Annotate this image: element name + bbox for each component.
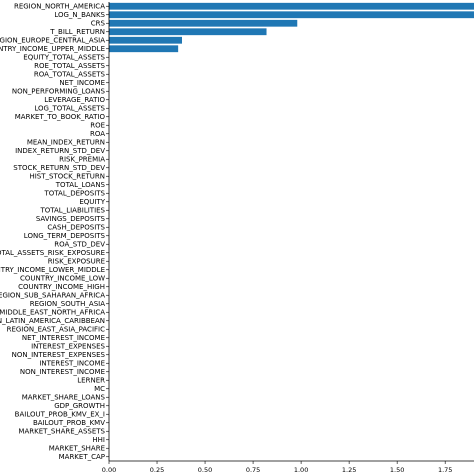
y-tick-label: REGION_NORTH_AMERICA (14, 2, 105, 10)
y-tick-label: HIST_STOCK_RETURN (29, 172, 105, 180)
x-tick-label: 1.00 (294, 466, 308, 474)
y-tick-label: LEVERAGE_RATIO (44, 96, 105, 104)
bars-group (109, 2, 474, 53)
bar (109, 2, 474, 10)
y-tick-label: NET_INTEREST_INCOME (22, 334, 105, 342)
y-tick-label: SAVINGS_DEPOSITS (36, 215, 106, 223)
y-tick-label: COUNTRY_INCOME_LOW (20, 274, 105, 282)
y-tick-label: ROA_TOTAL_ASSETS (34, 70, 106, 78)
y-tick-label: MARKET_TO_BOOK_RATIO (15, 113, 106, 121)
y-tick-label: BAILOUT_PROB_KMV_EX_I (15, 410, 105, 418)
y-tick-label: LONG_TERM_DEPOSITS (24, 232, 106, 240)
y-tick-label: BAILOUT_PROB_KMV (33, 419, 105, 427)
y-tick-label: NON_INTEREST_INCOME (20, 368, 105, 376)
y-tick-label: NON_PERFORMING_LOANS (12, 87, 106, 95)
y-tick-label: ROA (90, 130, 105, 138)
y-tick-label: CRS (91, 19, 106, 27)
y-tick-label: REGION_LATIN_AMERICA_CARIBBEAN (0, 317, 105, 325)
x-tick-label: 0.25 (150, 466, 164, 474)
y-tick-label: ROE (90, 121, 105, 129)
y-axis-ticks: REGION_NORTH_AMERICALOG_N_BANKSCRST_BILL… (0, 2, 109, 461)
y-tick-label: HHI (92, 436, 105, 444)
y-tick-label: REGION_SOUTH_ASIA (30, 300, 105, 308)
x-axis-ticks: 0.00 0.25 0.50 0.75 1.00 1.25 1.50 1.75 (102, 461, 452, 474)
y-tick-label: EQUITY_TOTAL_ASSETS (23, 53, 105, 61)
y-tick-label: REGION_EAST_ASIA_PACIFIC (7, 325, 106, 333)
y-tick-label: RISK_PREMIA (59, 155, 105, 163)
y-tick-label: INTEREST_EXPENSES (31, 342, 105, 350)
x-tick-label: 0.00 (102, 466, 116, 474)
y-tick-label: COUNTRY_INCOME_UPPER_MIDDLE (0, 45, 105, 53)
y-tick-label: GDP_GROWTH (54, 402, 105, 410)
bar (109, 45, 179, 53)
bar (109, 28, 267, 36)
y-tick-label: MC (94, 385, 105, 393)
y-tick-label: MARKET_SHARE (49, 444, 105, 452)
y-tick-label: STOCK_RETURN_STD_DEV (13, 164, 105, 172)
y-tick-label: MARKET_CAP (59, 453, 105, 461)
x-tick-label: 1.75 (438, 466, 452, 474)
y-tick-label: NON_INTEREST_EXPENSES (12, 351, 106, 359)
y-tick-label: TOTAL_LOANS (55, 181, 106, 189)
y-tick-label: MEAN_INDEX_RETURN (27, 138, 105, 146)
y-tick-label: LOG_N_BANKS (54, 11, 105, 19)
x-tick-label: 1.25 (342, 466, 356, 474)
y-tick-label: TOTAL_DEPOSITS (44, 189, 106, 197)
x-tick-label: 0.75 (246, 466, 260, 474)
y-tick-label: TOTAL_LIABILITIES (40, 206, 106, 214)
y-tick-label: RISK_EXPOSURE (48, 257, 105, 265)
y-tick-label: COUNTRY_INCOME_LOWER_MIDDLE (0, 266, 105, 274)
y-tick-label: MARKET_SHARE_ASSETS (18, 427, 105, 435)
bar (109, 36, 182, 44)
y-tick-label: ROE_TOTAL_ASSETS (34, 62, 105, 70)
x-tick-label: 0.50 (198, 466, 212, 474)
y-tick-label: INTEREST_INCOME (39, 359, 105, 367)
y-tick-label: COUNTRY_INCOME_HIGH (18, 283, 105, 291)
y-tick-label: ROA_STD_DEV (54, 240, 105, 248)
y-tick-label: T_BILL_RETURN (49, 28, 105, 36)
x-tick-label: 1.50 (390, 466, 404, 474)
y-tick-label: EQUITY (79, 198, 105, 206)
y-tick-label: LOG_TOTAL_ASSETS (34, 104, 105, 112)
y-tick-label: MARKET_SHARE_LOANS (22, 393, 106, 401)
y-tick-label: REGION_MIDDLE_EAST_NORTH_AFRICA (0, 308, 105, 316)
y-tick-label: INDEX_RETURN_STD_DEV (15, 147, 105, 155)
bar (109, 11, 474, 19)
y-tick-label: REGION_SUB_SAHARAN_AFRICA (0, 291, 105, 299)
y-tick-label: NET_INCOME (59, 79, 105, 87)
y-tick-label: CASH_DEPOSITS (47, 223, 105, 231)
y-tick-label: LERNER (77, 376, 105, 384)
bar (109, 19, 298, 27)
y-tick-label: TOTAL_ASSETS_RISK_EXPOSURE (0, 249, 105, 257)
y-tick-label: REGION_EUROPE_CENTRAL_ASIA (0, 36, 105, 44)
